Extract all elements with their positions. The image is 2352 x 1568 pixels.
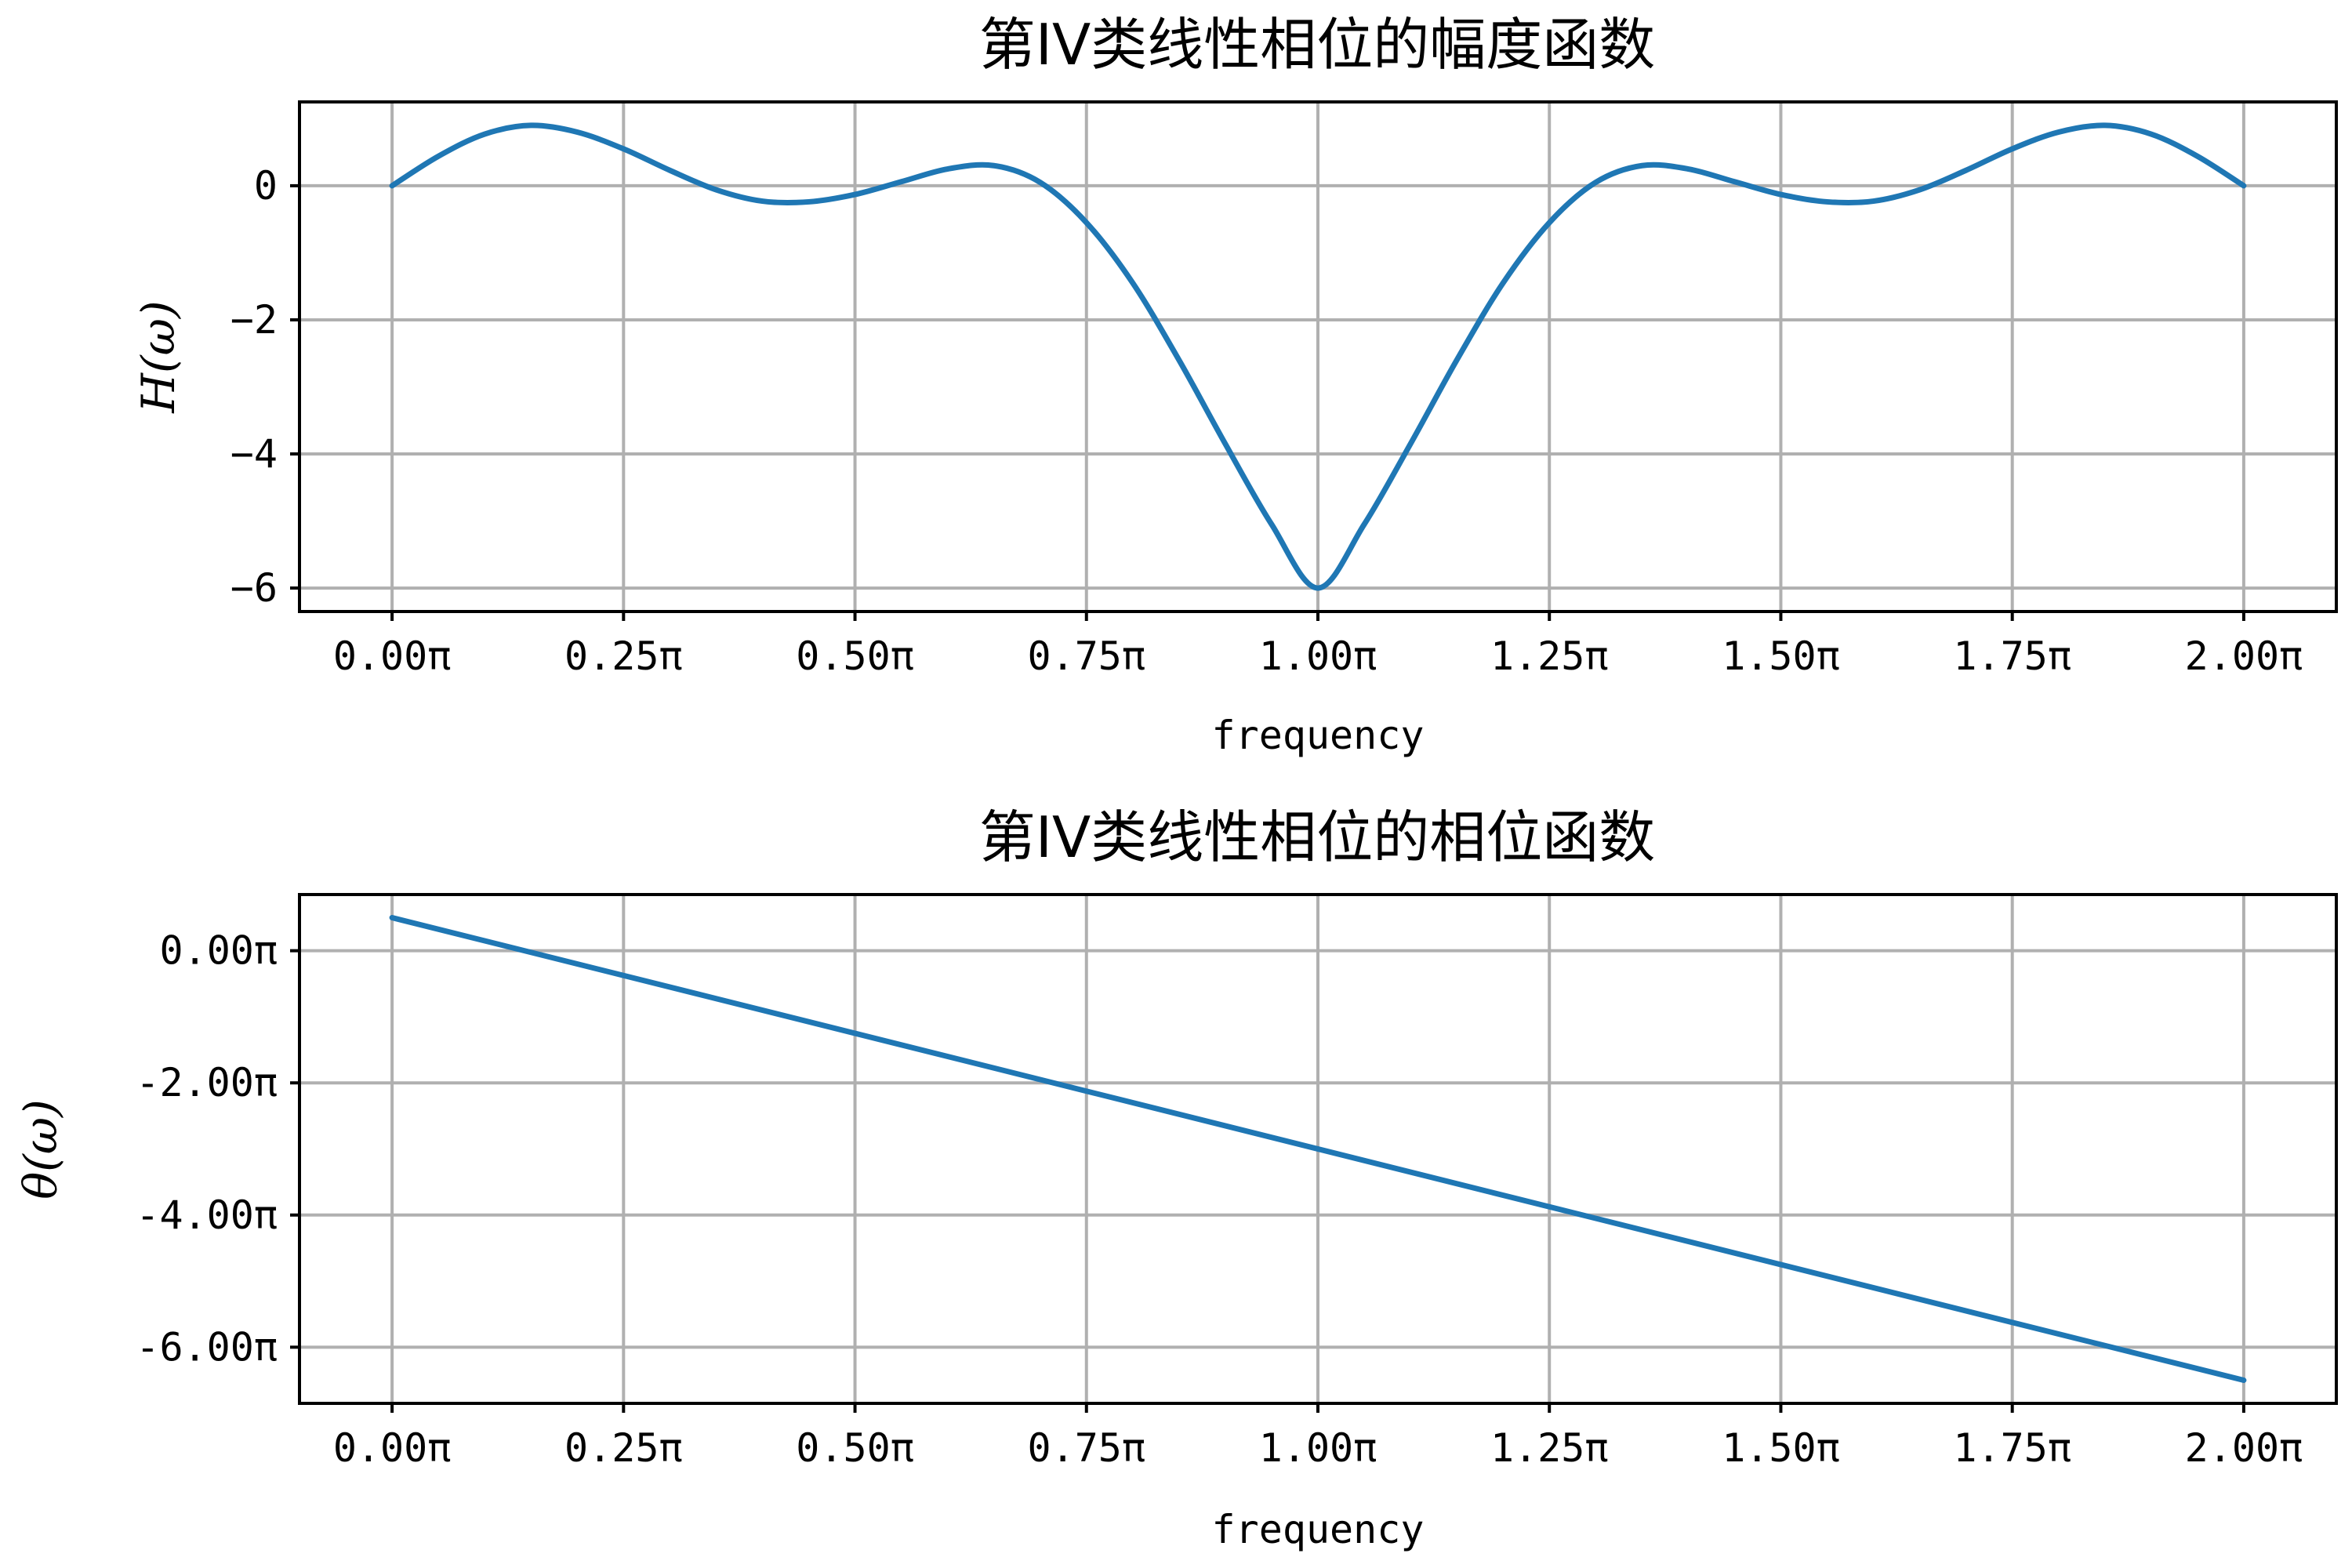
phase-x-tick-label: 1.25π xyxy=(1490,1425,1609,1471)
amplitude-x-tick-label: 1.50π xyxy=(1722,633,1840,679)
phase-x-tick-label: 0.25π xyxy=(564,1425,683,1471)
phase-x-axis-label: frequency xyxy=(1212,1507,1425,1552)
phase-y-axis-label: θ(ω) xyxy=(14,1099,67,1199)
amplitude-series xyxy=(389,122,2247,591)
phase-x-tick-label: 1.75π xyxy=(1953,1425,2071,1471)
amplitude-x-tick-label: 0.00π xyxy=(333,633,452,679)
amplitude-y-tick-label: −4 xyxy=(230,431,278,477)
amplitude-chart: 第IV类线性相位的幅度函数 0.00π 0.25π 0.50π 0.75π 1.00π 1… xyxy=(132,12,2338,758)
phase-ticks: 0.00π 0.25π 0.50π 0.75π 1.00π 1.25π 1.50π 1.75π… xyxy=(136,928,2303,1471)
amplitude-x-tick-label: 0.50π xyxy=(796,633,914,679)
phase-x-tick-label: 0.75π xyxy=(1028,1425,1146,1471)
amplitude-y-tick-label: −2 xyxy=(230,297,278,343)
amplitude-x-tick-label: 1.25π xyxy=(1490,633,1609,679)
amplitude-y-tick-label: 0 xyxy=(254,163,278,209)
phase-chart-title: 第IV类线性相位的相位函数 xyxy=(979,804,1656,870)
phase-x-tick-label: 0.50π xyxy=(796,1425,914,1471)
phase-x-tick-label: 1.00π xyxy=(1259,1425,1377,1471)
phase-y-tick-label: -4.00π xyxy=(136,1192,278,1238)
amplitude-y-axis-label: H(ω) xyxy=(132,300,185,413)
phase-grid xyxy=(299,895,2336,1403)
phase-series-line xyxy=(389,915,2247,1383)
phase-x-tick-label: 2.00π xyxy=(2185,1425,2303,1471)
amplitude-x-tick-label: 2.00π xyxy=(2185,633,2303,679)
phase-chart: 第IV类线性相位的相位函数 0.00π 0.25π 0.50π 0.75π 1.00π 1… xyxy=(14,804,2338,1552)
phase-series xyxy=(389,915,2247,1383)
amplitude-chart-title: 第IV类线性相位的幅度函数 xyxy=(979,12,1656,78)
phase-y-tick-label: 0.00π xyxy=(159,928,278,974)
amplitude-ticks: 0.00π 0.25π 0.50π 0.75π 1.00π 1.25π 1.50π 1.75π… xyxy=(230,163,2303,679)
phase-y-tick-label: -6.00π xyxy=(136,1324,278,1370)
amplitude-x-axis-label: frequency xyxy=(1212,713,1425,758)
amplitude-series-line xyxy=(389,122,2247,591)
phase-x-tick-label: 0.00π xyxy=(333,1425,452,1471)
phase-x-tick-label: 1.50π xyxy=(1722,1425,1840,1471)
amplitude-x-tick-label: 1.00π xyxy=(1259,633,1377,679)
amplitude-x-tick-label: 0.25π xyxy=(564,633,683,679)
phase-y-tick-label: -2.00π xyxy=(136,1060,278,1105)
amplitude-y-tick-label: −6 xyxy=(230,565,278,611)
amplitude-x-tick-label: 1.75π xyxy=(1953,633,2071,679)
amplitude-x-tick-label: 0.75π xyxy=(1028,633,1146,679)
